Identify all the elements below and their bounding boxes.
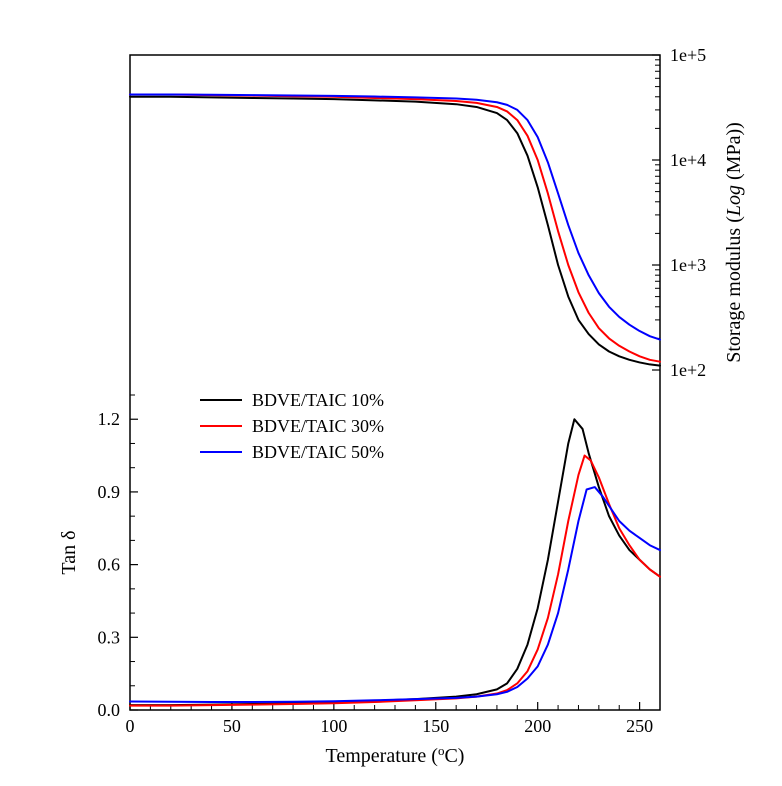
chart-svg: 0 50 100 150 200 250 Temperature (oC) 0.0 0.3 0.6… — [0, 0, 782, 786]
x-tick-label: 100 — [320, 716, 347, 736]
tan-delta-line — [130, 487, 660, 702]
x-axis-label: Temperature (oC) — [326, 743, 465, 768]
yright-tick-label: 1e+5 — [670, 45, 706, 65]
yleft-tick-label: 0.9 — [98, 482, 121, 502]
yright-tick-label: 1e+4 — [670, 150, 706, 170]
x-tick-label: 0 — [126, 716, 135, 736]
x-tick-label: 250 — [626, 716, 653, 736]
yright-axis-label: Storage modulus (Log (MPa)) — [723, 122, 745, 363]
storage-modulus-line — [130, 95, 660, 340]
x-tick-label: 50 — [223, 716, 241, 736]
x-tick-label: 200 — [524, 716, 551, 736]
storage-modulus-line — [130, 97, 660, 366]
tan-delta-line — [130, 456, 660, 706]
yleft-tick-label: 1.2 — [98, 409, 121, 429]
chart-container: 0 50 100 150 200 250 Temperature (oC) 0.0 0.3 0.6… — [0, 0, 782, 786]
yleft-axis-label: Tan δ — [58, 530, 80, 574]
yleft-tick-label: 0.3 — [98, 627, 121, 647]
legend-label: BDVE/TAIC 10% — [252, 390, 384, 410]
yright-tick-label: 1e+2 — [670, 360, 706, 380]
yright-tick-label: 1e+3 — [670, 255, 706, 275]
yleft-tick-label: 0.6 — [98, 555, 121, 575]
legend-label: BDVE/TAIC 30% — [252, 416, 384, 436]
yleft-tick-label: 0.0 — [98, 700, 121, 720]
legend-label: BDVE/TAIC 50% — [252, 442, 384, 462]
tan-delta-line — [130, 419, 660, 705]
x-tick-label: 150 — [422, 716, 449, 736]
